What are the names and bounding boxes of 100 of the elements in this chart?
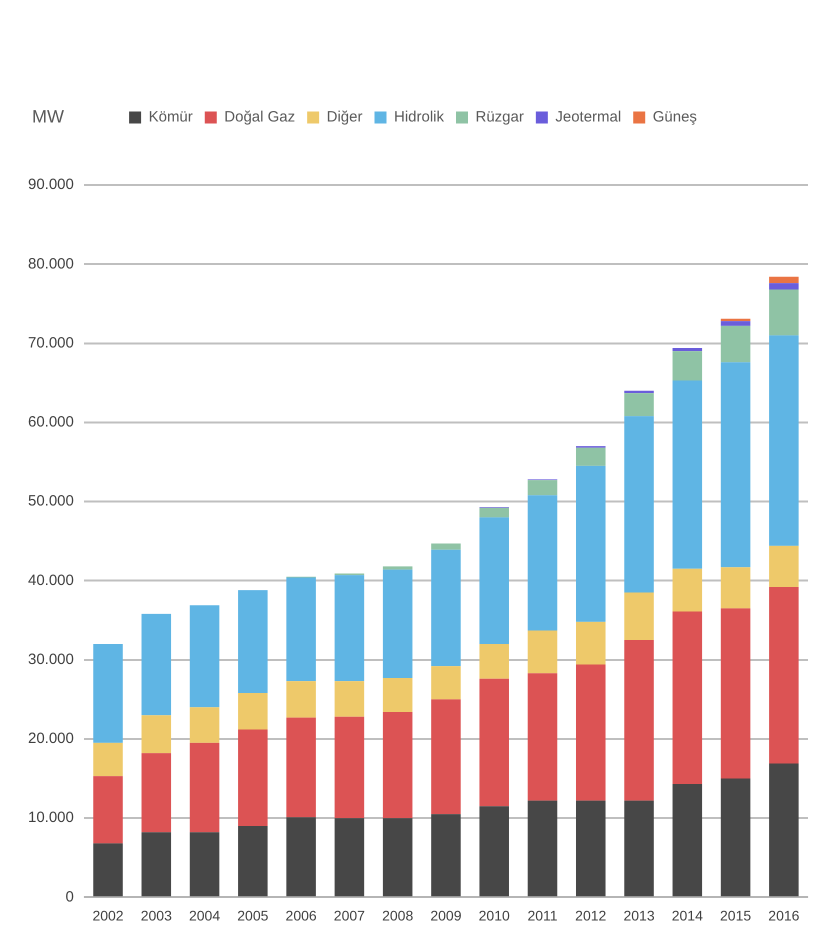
bar bbox=[93, 742, 123, 776]
bar bbox=[479, 517, 509, 644]
bar bbox=[431, 666, 461, 700]
bar bbox=[190, 707, 220, 743]
y-tick-label: 60.000 bbox=[28, 414, 74, 431]
bar bbox=[286, 817, 316, 896]
bar bbox=[431, 543, 461, 550]
bar bbox=[720, 778, 750, 896]
bar bbox=[624, 390, 654, 394]
legend-label: Jeotermal bbox=[555, 108, 622, 126]
legend-label: Kömür bbox=[148, 108, 193, 126]
bar bbox=[431, 814, 461, 896]
bar bbox=[286, 578, 316, 682]
bar bbox=[334, 575, 364, 682]
bar bbox=[624, 393, 654, 416]
x-tick-label: 2016 bbox=[768, 907, 800, 924]
bar bbox=[190, 742, 220, 832]
bar bbox=[720, 321, 750, 326]
bar bbox=[238, 693, 268, 730]
legend-label: Rüzgar bbox=[476, 108, 524, 126]
bar bbox=[286, 718, 316, 818]
y-tick-label: 40.000 bbox=[28, 572, 74, 589]
legend-label: Güneş bbox=[652, 108, 697, 126]
bar bbox=[720, 567, 750, 608]
bar bbox=[576, 466, 606, 622]
bar bbox=[672, 380, 702, 569]
bar bbox=[286, 681, 316, 718]
legend-label: Diğer bbox=[326, 108, 362, 126]
bar bbox=[382, 712, 412, 818]
bar bbox=[528, 480, 558, 496]
bar bbox=[382, 818, 412, 896]
bar bbox=[334, 818, 364, 896]
bar bbox=[238, 729, 268, 826]
bar bbox=[528, 495, 558, 631]
bar bbox=[382, 566, 412, 570]
bar bbox=[142, 832, 172, 896]
bar bbox=[720, 608, 750, 778]
bar bbox=[769, 289, 799, 336]
bar bbox=[431, 699, 461, 814]
bar bbox=[238, 590, 268, 694]
y-tick-label: 90.000 bbox=[28, 176, 74, 194]
bar bbox=[576, 622, 606, 665]
y-tick-label: 20.000 bbox=[28, 730, 74, 748]
bar bbox=[431, 550, 461, 666]
bar bbox=[672, 612, 702, 784]
x-tick-label: 2009 bbox=[430, 907, 462, 924]
bar bbox=[238, 826, 268, 896]
bar bbox=[672, 568, 702, 612]
legend-label: Doğal Gaz bbox=[224, 108, 296, 126]
bar bbox=[720, 318, 750, 322]
bar bbox=[93, 644, 123, 743]
bar bbox=[382, 678, 412, 712]
x-tick-label: 2010 bbox=[478, 907, 510, 924]
bar bbox=[334, 681, 364, 717]
bar bbox=[142, 614, 172, 716]
bar bbox=[382, 570, 412, 678]
y-tick-label: 80.000 bbox=[28, 255, 74, 272]
y-tick-label: 10.000 bbox=[28, 809, 74, 826]
bar bbox=[624, 800, 654, 896]
x-tick-label: 2002 bbox=[92, 907, 124, 924]
bar bbox=[479, 806, 509, 896]
bar bbox=[720, 362, 750, 568]
bar bbox=[142, 715, 172, 754]
bar bbox=[576, 664, 606, 801]
bar bbox=[576, 800, 606, 896]
x-tick-label: 2012 bbox=[575, 907, 607, 924]
bar bbox=[624, 640, 654, 801]
x-tick-label: 2006 bbox=[286, 907, 317, 924]
x-tick-label: 2007 bbox=[334, 907, 366, 924]
bar bbox=[334, 716, 364, 818]
y-axis-title: MW bbox=[32, 106, 64, 126]
bar bbox=[624, 592, 654, 640]
x-tick-label: 2014 bbox=[672, 907, 704, 924]
bar bbox=[769, 276, 799, 284]
legend-label: Hidrolik bbox=[394, 108, 444, 126]
bar bbox=[672, 351, 702, 380]
bar bbox=[769, 283, 799, 290]
bar bbox=[769, 763, 799, 896]
bar bbox=[769, 546, 799, 587]
bar bbox=[479, 644, 509, 679]
x-tick-label: 2013 bbox=[623, 907, 655, 924]
bar bbox=[528, 673, 558, 801]
bar bbox=[576, 448, 606, 466]
bar bbox=[479, 508, 509, 518]
bar bbox=[93, 843, 123, 896]
x-tick-label: 2011 bbox=[527, 907, 558, 924]
bar bbox=[769, 335, 799, 546]
bar bbox=[528, 630, 558, 674]
bar bbox=[528, 800, 558, 896]
bar bbox=[672, 784, 702, 896]
y-tick-label: 0 bbox=[66, 888, 74, 906]
bar bbox=[672, 348, 702, 352]
x-tick-label: 2003 bbox=[140, 907, 172, 924]
y-tick-label: 70.000 bbox=[28, 334, 74, 352]
bar bbox=[93, 776, 123, 844]
x-tick-label: 2015 bbox=[720, 907, 752, 924]
bar bbox=[479, 678, 509, 806]
bar bbox=[190, 832, 220, 896]
y-tick-label: 50.000 bbox=[28, 492, 74, 510]
bar bbox=[624, 416, 654, 593]
